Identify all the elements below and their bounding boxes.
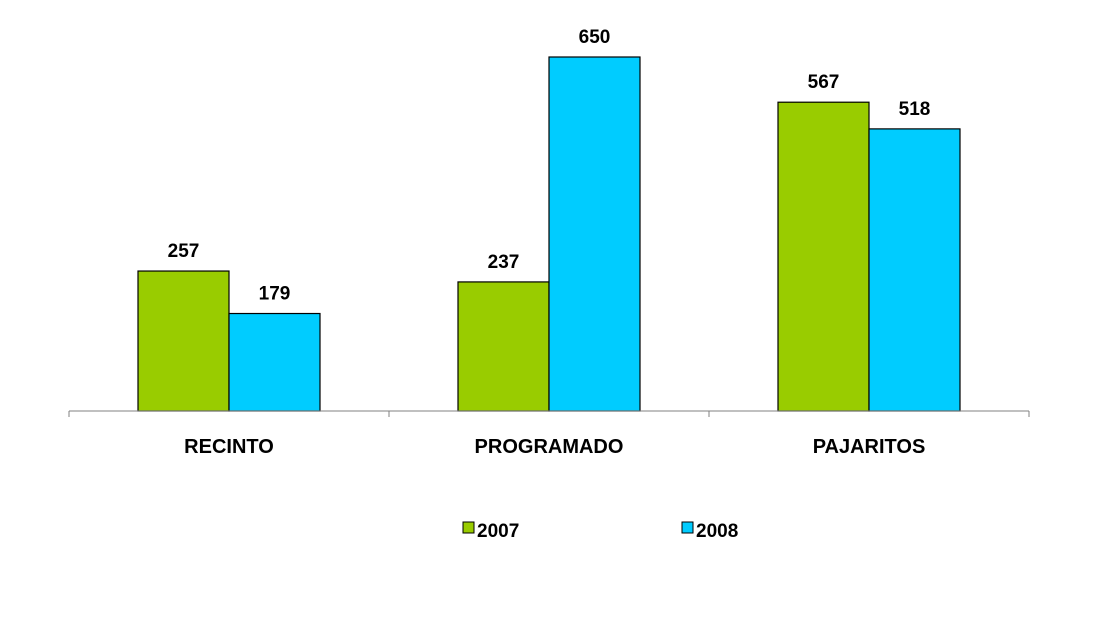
- data-label: 567: [808, 72, 840, 93]
- category-label-programado: PROGRAMADO: [475, 436, 624, 458]
- data-label: 179: [259, 284, 291, 305]
- category-label-pajaritos: PAJARITOS: [813, 436, 926, 458]
- bar-recinto-2007: [137, 270, 230, 412]
- bars-layer: [137, 56, 961, 412]
- legend-label: 2007: [477, 521, 519, 542]
- category-labels-layer: RECINTO PROGRAMADO PAJARITOS: [184, 436, 925, 458]
- bar-recinto-2008: [228, 312, 321, 412]
- legend: 2007 2008: [462, 521, 738, 542]
- legend-swatch: [681, 521, 694, 534]
- legend-item-2007: 2007: [462, 521, 519, 542]
- category-label-recinto: RECINTO: [184, 436, 274, 458]
- data-label: 237: [488, 252, 520, 273]
- legend-swatch: [462, 521, 475, 534]
- data-label: 650: [579, 27, 611, 48]
- bar-pajaritos-2008: [868, 128, 961, 412]
- bar-pajaritos-2007: [777, 101, 870, 412]
- bar-programado-2008: [548, 56, 641, 412]
- data-labels-layer: 257 179 237 650 567 518: [168, 27, 931, 305]
- bar-programado-2007: [457, 281, 550, 412]
- data-label: 257: [168, 241, 200, 262]
- data-label: 518: [899, 99, 931, 120]
- legend-label: 2008: [696, 521, 738, 542]
- legend-item-2008: 2008: [681, 521, 738, 542]
- x-axis-ticks: [68, 411, 1030, 417]
